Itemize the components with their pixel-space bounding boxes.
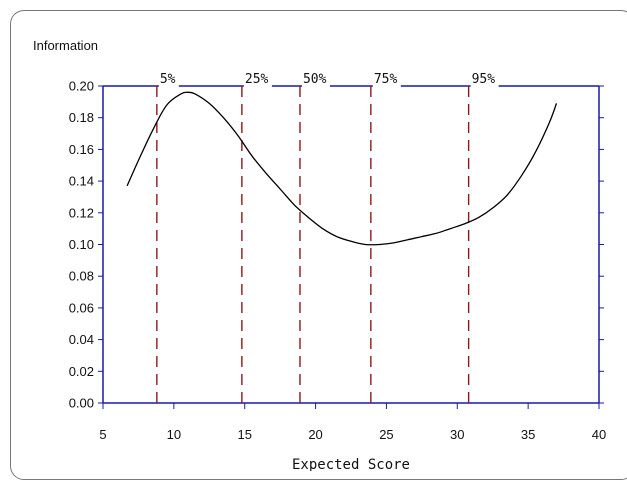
- y-tick-label: 0.08: [69, 269, 94, 284]
- y-tick-label: 0.06: [69, 300, 94, 315]
- y-tick-label: 0.18: [69, 110, 94, 125]
- y-tick-label: 0.02: [69, 364, 94, 379]
- x-tick-label: 5: [99, 427, 106, 442]
- plot-area: 0.00 0.02 0.04 0.06 0.08 0.10 0.12 0.14 0.16 0.18…: [69, 72, 607, 442]
- percentile-label: 50%: [303, 72, 327, 87]
- y-tick-label: 0.12: [69, 205, 94, 220]
- y-axis-label: Information: [33, 38, 98, 53]
- percentile-label: 25%: [245, 72, 269, 87]
- y-tick-label: 0.00: [69, 396, 94, 411]
- x-tick-label: 25: [379, 427, 393, 442]
- x-tick-label: 20: [308, 427, 322, 442]
- y-tick-label: 0.04: [69, 332, 94, 347]
- percentile-label: 5%: [160, 72, 176, 87]
- x-tick-label: 15: [237, 427, 251, 442]
- x-tick-label: 35: [521, 427, 535, 442]
- y-tick-label: 0.16: [69, 142, 94, 157]
- y-tick-label: 0.20: [69, 79, 94, 94]
- percentile-label: 75%: [374, 72, 398, 87]
- y-tick-label: 0.14: [69, 174, 94, 189]
- x-tick-label: 30: [450, 427, 464, 442]
- percentile-label: 95%: [472, 72, 496, 87]
- information-curve: [127, 92, 556, 245]
- y-tick-label: 0.10: [69, 237, 94, 252]
- x-tick-label: 10: [167, 427, 181, 442]
- x-axis-label: Expected Score: [292, 457, 410, 471]
- x-tick-label: 40: [592, 427, 606, 442]
